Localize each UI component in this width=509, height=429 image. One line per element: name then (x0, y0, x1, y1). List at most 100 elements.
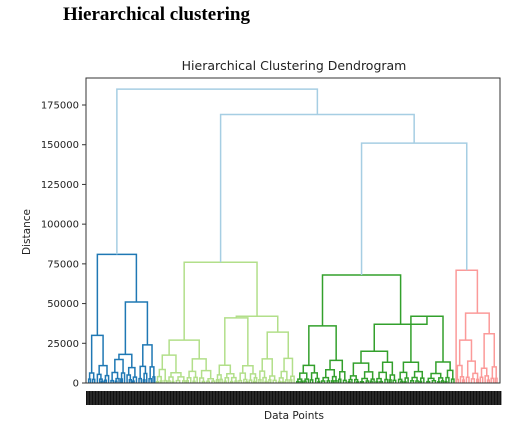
x-tick-label (285, 391, 287, 405)
x-tick-label (129, 391, 131, 405)
x-tick-label (474, 391, 476, 405)
x-tick-label (392, 391, 394, 405)
x-tick-label (171, 391, 173, 405)
dendrogram-link (331, 375, 337, 381)
x-tick-label (249, 391, 251, 405)
x-tick-label (374, 391, 376, 405)
dendrogram-link (253, 376, 258, 383)
dendrogram-link (183, 261, 258, 341)
x-tick-label (371, 391, 373, 405)
dendrogram-link (446, 369, 454, 380)
x-tick-label (363, 391, 365, 405)
x-tick-label (95, 391, 97, 405)
x-tick-label (225, 391, 227, 405)
x-tick-label (293, 391, 295, 405)
dendrogram-link (126, 374, 132, 383)
x-tick-label (141, 391, 143, 405)
x-tick-label (168, 391, 170, 405)
x-tick-label (413, 391, 415, 405)
dendrogram-link (353, 378, 359, 383)
dendrogram-link (321, 274, 402, 326)
x-tick-label (113, 391, 115, 405)
x-tick-label (408, 391, 410, 405)
x-tick-label (153, 391, 155, 405)
dendrogram-link (426, 380, 431, 383)
x-tick-label (275, 391, 277, 405)
x-tick-label (455, 391, 457, 405)
x-tick-label (353, 391, 355, 405)
dendrogram-link (114, 358, 124, 373)
x-tick-label (486, 391, 488, 405)
page-heading: Hierarchical clustering (63, 4, 250, 25)
dendrogram-link (352, 362, 370, 376)
x-tick-label (465, 391, 467, 405)
dendrogram-link (161, 354, 177, 373)
x-tick-label (134, 391, 136, 405)
x-tick-label (203, 391, 205, 405)
dendrogram-link (170, 371, 182, 378)
x-tick-label (164, 391, 166, 405)
x-tick-label (438, 391, 440, 405)
x-tick-label (458, 391, 460, 405)
x-tick-label (284, 391, 286, 405)
x-tick-label (104, 391, 106, 405)
x-tick-label (354, 391, 356, 405)
x-tick-label (198, 391, 200, 405)
x-tick-label (236, 391, 238, 405)
dendrogram-link (465, 376, 470, 383)
x-tick-label (114, 391, 116, 405)
x-tick-label (281, 391, 283, 405)
x-tick-label (395, 391, 397, 405)
dendrogram-link (437, 380, 441, 383)
x-tick-label (336, 391, 338, 405)
dendrogram-link (111, 371, 119, 381)
x-tick-label (480, 391, 482, 405)
x-tick-label (251, 391, 253, 405)
x-tick-label (116, 391, 118, 405)
x-tick-label (267, 391, 269, 405)
dendrogram-link (114, 380, 118, 383)
dendrogram-link (138, 377, 143, 383)
y-tick-label: 100000 (41, 220, 79, 231)
x-tick-label (101, 391, 103, 405)
x-tick-label (209, 391, 211, 405)
x-tick-label (252, 391, 254, 405)
x-tick-label (468, 391, 470, 405)
dendrogram-link (359, 380, 365, 383)
x-tick-label (407, 391, 409, 405)
x-tick-label (314, 391, 316, 405)
x-tick-label (378, 391, 380, 405)
dendrogram-link (376, 377, 382, 382)
x-tick-label (332, 391, 334, 405)
x-tick-label (98, 391, 100, 405)
x-tick-label (492, 391, 494, 405)
x-tick-label (219, 391, 221, 405)
dendrogram-link (211, 380, 216, 383)
dendrogram-link (310, 372, 319, 380)
dendrogram-link (290, 375, 295, 383)
x-tick-label (309, 391, 311, 405)
x-tick-label (189, 391, 191, 405)
x-tick-label (290, 391, 292, 405)
y-tick-label: 125000 (41, 180, 79, 191)
dendrogram-link (206, 380, 210, 383)
x-tick-label (272, 391, 274, 405)
x-tick-label (273, 391, 275, 405)
dendrogram-link (96, 253, 138, 336)
dendrogram-link (430, 372, 442, 379)
x-tick-label (179, 391, 181, 405)
dendrogram-link (381, 361, 394, 376)
x-tick-label (470, 391, 472, 405)
x-tick-label (149, 391, 151, 405)
dendrogram-link (403, 381, 407, 383)
dendrogram-link (88, 372, 95, 380)
x-tick-label (194, 391, 196, 405)
x-tick-label (207, 391, 209, 405)
x-tick-label (212, 391, 214, 405)
x-tick-label (302, 391, 304, 405)
x-tick-label (123, 391, 125, 405)
x-tick-label (254, 391, 256, 405)
x-tick-label (195, 391, 197, 405)
x-tick-label (369, 391, 371, 405)
x-tick-label (92, 391, 94, 405)
